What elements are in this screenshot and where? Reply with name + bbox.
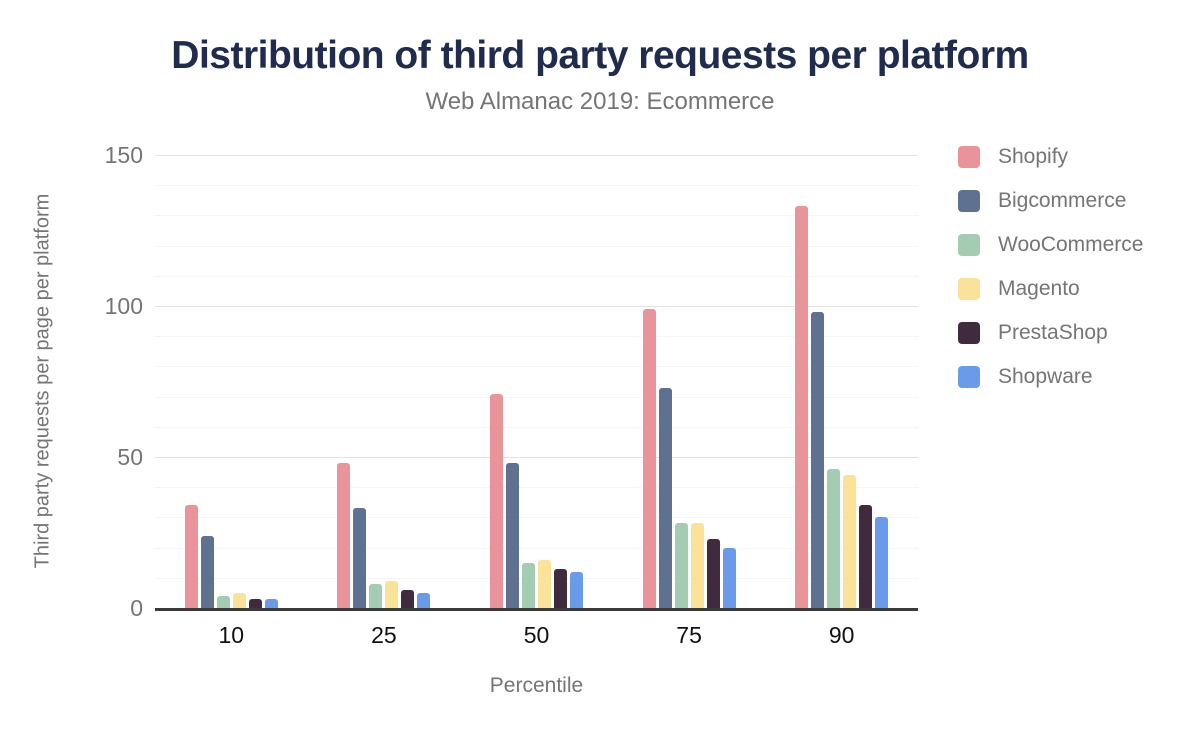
bar-group (155, 155, 308, 608)
y-tick-label: 100 (104, 293, 143, 319)
legend-label: WooCommerce (998, 233, 1144, 256)
bar-shopify-p90 (795, 206, 809, 608)
legend: Shopify Bigcommerce WooCommerce Magento Pres… (958, 145, 1144, 410)
bar-group (460, 155, 613, 608)
bar-woocommerce-p75 (674, 523, 688, 608)
legend-swatch-icon (958, 278, 980, 300)
y-tick-label: 150 (104, 142, 143, 168)
gridline (155, 275, 918, 277)
legend-item-woocommerce: WooCommerce (958, 233, 1144, 256)
bar-prestashop-p75 (706, 538, 720, 608)
bar-woocommerce-p25 (369, 583, 383, 608)
gridline (155, 185, 918, 187)
bar-woocommerce-p50 (521, 562, 535, 608)
gridline (155, 517, 918, 519)
bar-bigcommerce-p90 (811, 312, 825, 608)
legend-item-shopify: Shopify (958, 145, 1143, 168)
gridline (155, 547, 918, 549)
bar-shopware-p50 (569, 571, 583, 608)
legend-label: PrestaShop (998, 321, 1108, 344)
plot-area (155, 155, 918, 611)
gridline (155, 366, 918, 368)
legend-item-shopware: Shopware (958, 365, 1143, 388)
legend-label: Bigcommerce (998, 189, 1127, 212)
y-tick-label: 0 (130, 595, 143, 621)
bar-magento-p10 (232, 592, 246, 608)
bar-magento-p50 (537, 559, 551, 608)
bar-woocommerce-p90 (827, 469, 841, 608)
bar-shopware-p10 (264, 598, 278, 608)
bar-woocommerce-p10 (216, 595, 230, 608)
legend-label: Shopify (998, 145, 1069, 168)
x-axis-ticks: 10 25 50 75 90 (155, 622, 918, 649)
bar-shopify-p75 (642, 309, 656, 608)
bar-bigcommerce-p25 (353, 508, 367, 608)
bar-shopify-p50 (489, 393, 503, 608)
bar-bigcommerce-p50 (505, 463, 519, 608)
chart-title: Distribution of third party requests per… (171, 34, 1029, 77)
y-axis-title: Third party requests per page per platfo… (31, 193, 54, 569)
legend-item-bigcommerce: Bigcommerce (958, 189, 1143, 212)
bar-prestashop-p10 (248, 598, 262, 608)
bar-bigcommerce-p10 (200, 535, 214, 608)
bar-groups (155, 155, 918, 608)
bar-group (765, 155, 918, 608)
bar-group (613, 155, 766, 608)
bar-shopware-p25 (417, 592, 431, 608)
bar-magento-p25 (385, 580, 399, 608)
gridline (155, 336, 918, 338)
legend-swatch-icon (958, 322, 980, 344)
bar-shopify-p25 (337, 463, 351, 608)
x-tick-label: 50 (523, 622, 550, 648)
legend-item-prestashop: PrestaShop (958, 321, 1143, 344)
y-tick-label: 50 (117, 444, 143, 470)
gridline (155, 487, 918, 489)
bar-bigcommerce-p75 (658, 387, 672, 608)
gridline (155, 215, 918, 217)
x-tick-label: 90 (828, 622, 855, 648)
legend-swatch-icon (958, 190, 980, 212)
bar-magento-p75 (690, 523, 704, 608)
gridline (155, 577, 918, 579)
x-tick-label: 10 (218, 622, 245, 648)
legend-label: Shopware (998, 365, 1093, 388)
bar-prestashop-p90 (859, 505, 873, 608)
x-tick-label: 25 (371, 622, 397, 648)
legend-swatch-icon (958, 234, 980, 256)
gridline (155, 155, 918, 156)
chart-subtitle: Web Almanac 2019: Ecommerce (425, 88, 775, 115)
gridline (155, 457, 918, 458)
x-axis-title: Percentile (489, 674, 584, 697)
legend-item-magento: Magento (958, 277, 1143, 300)
gridline (155, 396, 918, 398)
bar-shopify-p10 (184, 505, 198, 608)
gridline (155, 306, 918, 307)
bar-shopware-p90 (875, 517, 889, 608)
x-tick-label: 75 (676, 622, 702, 648)
gridline (155, 245, 918, 247)
bar-prestashop-p25 (401, 589, 415, 608)
legend-label: Magento (998, 277, 1080, 300)
gridline (155, 426, 918, 428)
bar-shopware-p75 (722, 547, 736, 608)
legend-swatch-icon (958, 146, 980, 168)
bar-prestashop-p50 (553, 568, 567, 608)
legend-swatch-icon (958, 366, 980, 388)
bar-magento-p90 (843, 475, 857, 608)
bar-group (308, 155, 461, 608)
